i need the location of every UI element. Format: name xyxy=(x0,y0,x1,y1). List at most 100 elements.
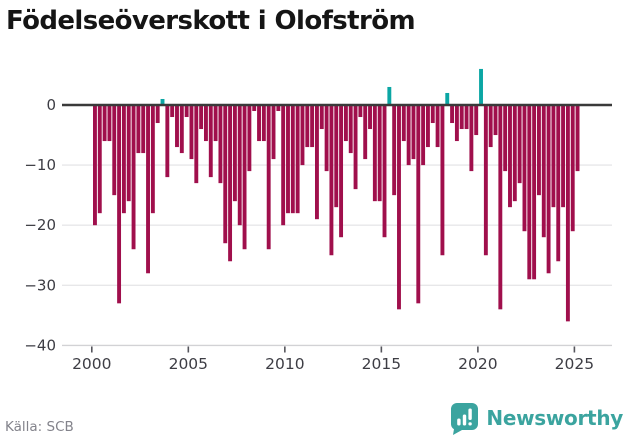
newsworthy-logo-icon xyxy=(451,403,479,435)
bar-2003Q4 xyxy=(165,105,170,178)
bar-2010Q2 xyxy=(290,105,295,214)
bar-2023Q2 xyxy=(541,105,546,238)
x-tick-label: 2010 xyxy=(265,355,304,373)
bar-2019Q1 xyxy=(459,105,464,130)
bar-2002Q3 xyxy=(141,105,146,154)
bar-2005Q1 xyxy=(189,105,194,160)
bar-2018Q3 xyxy=(450,105,455,124)
bar-2015Q2 xyxy=(387,86,392,105)
y-tick-label: −10 xyxy=(24,156,56,174)
bar-2018Q2 xyxy=(445,92,450,105)
y-tick-label: 0 xyxy=(46,96,56,114)
bar-2024Q3 xyxy=(565,105,570,322)
bar-2021Q1 xyxy=(498,105,503,310)
bar-2003Q1 xyxy=(150,105,155,214)
source-credit: Källa: SCB xyxy=(5,419,74,435)
page-title: Födelseöverskott i Olofström xyxy=(6,6,416,36)
bar-2008Q1 xyxy=(247,105,252,172)
y-tick-label: −30 xyxy=(24,276,56,294)
bar-2010Q1 xyxy=(286,105,290,214)
bar-2019Q3 xyxy=(469,105,474,172)
bar-2013Q3 xyxy=(353,105,358,190)
bar-2014Q2 xyxy=(368,105,372,130)
bar-2013Q1 xyxy=(343,105,348,142)
bar-2016Q1 xyxy=(401,105,406,142)
bar-2000Q1 xyxy=(93,105,97,226)
bar-2024Q1 xyxy=(556,105,561,262)
bar-2016Q2 xyxy=(406,105,411,166)
bar-2013Q4 xyxy=(358,105,363,118)
newsworthy-logo-text: Newsworthy xyxy=(486,406,623,430)
bar-2017Q4 xyxy=(435,105,440,148)
bar-2006Q1 xyxy=(208,105,213,178)
bar-2018Q1 xyxy=(440,105,445,256)
bar-2017Q2 xyxy=(425,105,430,148)
x-tick-label: 2020 xyxy=(458,355,497,373)
bar-2020Q1 xyxy=(479,68,483,105)
bar-2012Q1 xyxy=(324,105,329,172)
bar-2011Q4 xyxy=(319,105,324,130)
newsworthy-logo: Newsworthy xyxy=(449,402,623,435)
bar-2019Q4 xyxy=(474,105,479,136)
bar-2002Q2 xyxy=(136,105,141,154)
birth-surplus-bar-chart: 0 −10 −20 −30 −40 2000 2005 2010 2015 2020 2025 xyxy=(24,68,612,373)
bar-2003Q3 xyxy=(160,98,165,105)
bar-2022Q3 xyxy=(527,105,532,280)
bar-2011Q3 xyxy=(314,105,319,220)
bar-2014Q3 xyxy=(372,105,377,202)
bar-2014Q4 xyxy=(377,105,382,202)
bar-2006Q2 xyxy=(213,105,218,142)
bar-2025Q1 xyxy=(575,105,580,172)
bar-2001Q3 xyxy=(121,105,126,214)
bar-2020Q3 xyxy=(488,105,493,148)
bar-2013Q2 xyxy=(348,105,353,154)
bar-2004Q1 xyxy=(170,105,175,118)
bar-2007Q2 xyxy=(232,105,237,202)
bar-2015Q4 xyxy=(397,105,401,310)
bar-2009Q1 xyxy=(266,105,271,250)
bar-2009Q2 xyxy=(271,105,276,160)
bar-2023Q1 xyxy=(536,105,541,196)
bar-2002Q1 xyxy=(131,105,136,250)
bar-2020Q2 xyxy=(483,105,488,256)
bar-2005Q2 xyxy=(194,105,199,184)
bar-2009Q3 xyxy=(276,105,281,112)
bar-2022Q1 xyxy=(517,105,522,184)
bar-2012Q2 xyxy=(329,105,334,256)
bar-2002Q4 xyxy=(146,105,150,274)
bar-2010Q4 xyxy=(300,105,305,166)
bar-2008Q2 xyxy=(252,105,257,112)
x-tick-label: 2015 xyxy=(362,355,401,373)
bar-2005Q3 xyxy=(199,105,204,130)
bar-2022Q4 xyxy=(532,105,537,280)
bar-2006Q3 xyxy=(218,105,223,184)
bar-2012Q4 xyxy=(339,105,344,238)
y-tick-label: −20 xyxy=(24,216,56,234)
bar-2004Q3 xyxy=(179,105,184,154)
bar-2001Q2 xyxy=(117,105,122,304)
bar-2022Q2 xyxy=(522,105,527,232)
bar-2003Q2 xyxy=(155,105,160,124)
bar-2017Q1 xyxy=(421,105,426,166)
bar-2023Q3 xyxy=(546,105,551,274)
bar-2024Q2 xyxy=(561,105,566,208)
bar-2021Q4 xyxy=(512,105,517,202)
x-tick-label: 2025 xyxy=(555,355,594,373)
bar-2005Q4 xyxy=(203,105,208,142)
bar-2006Q4 xyxy=(223,105,228,244)
bar-2023Q4 xyxy=(551,105,556,208)
bar-2015Q3 xyxy=(392,105,397,196)
bar-2007Q1 xyxy=(228,105,233,262)
bar-2010Q3 xyxy=(295,105,300,214)
bar-2019Q2 xyxy=(464,105,469,130)
bar-2016Q3 xyxy=(411,105,416,160)
bar-2008Q4 xyxy=(261,105,266,142)
bar-2012Q3 xyxy=(334,105,339,208)
bar-2004Q4 xyxy=(184,105,189,118)
bar-2011Q1 xyxy=(305,105,310,148)
bar-2000Q3 xyxy=(102,105,107,142)
bar-2021Q2 xyxy=(503,105,508,172)
bar-2021Q3 xyxy=(508,105,512,208)
bar-2000Q4 xyxy=(107,105,112,142)
bar-2008Q3 xyxy=(257,105,261,142)
